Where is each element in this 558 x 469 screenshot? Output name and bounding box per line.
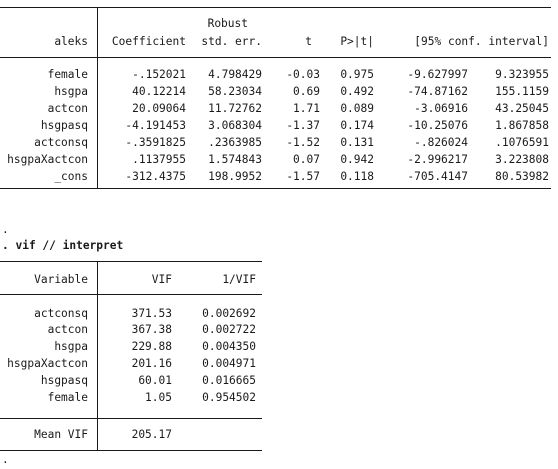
reg-ci-high: 3.223808 bbox=[495, 153, 549, 166]
reg-coef: -.152021 bbox=[132, 68, 186, 81]
reg-coef: -312.4375 bbox=[125, 170, 186, 183]
reg-header-ci: [95% conf. interval] bbox=[414, 35, 549, 48]
reg-se: 3.068304 bbox=[208, 119, 262, 132]
reg-coef: 20.09064 bbox=[132, 102, 186, 115]
vif-value: 60.01 bbox=[138, 374, 172, 387]
vif-var-name: female bbox=[47, 391, 88, 404]
vif-mean-rule bbox=[0, 418, 262, 419]
reg-t: 0.69 bbox=[293, 85, 320, 98]
vif-var-name: hsgpaXactcon bbox=[7, 357, 88, 370]
reg-header-se: std. err. bbox=[201, 35, 262, 48]
vif-var-name: actcon bbox=[47, 323, 88, 336]
reg-ci-high: 43.25045 bbox=[495, 102, 549, 115]
reg-ci-high: 155.1159 bbox=[495, 85, 549, 98]
reg-coef: -.3591825 bbox=[125, 136, 186, 149]
reg-ci-low: -705.4147 bbox=[407, 170, 468, 183]
reg-var-name: _cons bbox=[54, 170, 88, 183]
reg-p: 0.174 bbox=[340, 119, 374, 132]
reg-p: 0.089 bbox=[340, 102, 374, 115]
vif-inverse: 0.016665 bbox=[202, 374, 256, 387]
reg-se: 11.72762 bbox=[208, 102, 262, 115]
vif-header-vif: VIF bbox=[151, 273, 172, 286]
console-command: . vif // interpret bbox=[2, 239, 124, 252]
reg-t: -0.03 bbox=[286, 68, 320, 81]
reg-t: -1.37 bbox=[286, 119, 320, 132]
vif-mean-label: Mean VIF bbox=[34, 428, 88, 441]
reg-var-name: female bbox=[47, 68, 88, 81]
reg-var-name: hsgpasq bbox=[40, 119, 88, 132]
console-trailing-dot: . bbox=[2, 453, 9, 466]
reg-se: .2363985 bbox=[208, 136, 262, 149]
vif-top-rule bbox=[0, 261, 262, 262]
vif-header-rule bbox=[0, 294, 262, 295]
vif-bottom-rule bbox=[0, 450, 262, 451]
vif-value: 371.53 bbox=[131, 307, 172, 320]
reg-header-rule bbox=[0, 57, 551, 58]
reg-top-rule bbox=[0, 7, 551, 8]
reg-t: -1.57 bbox=[286, 170, 320, 183]
reg-ci-high: .1076591 bbox=[495, 136, 549, 149]
reg-header-p: P>|t| bbox=[340, 35, 374, 48]
vif-value: 229.88 bbox=[131, 340, 172, 353]
vif-inverse: 0.004350 bbox=[202, 340, 256, 353]
reg-var-name: actcon bbox=[47, 102, 88, 115]
reg-t: 1.71 bbox=[293, 102, 320, 115]
reg-coef: 40.12214 bbox=[132, 85, 186, 98]
vif-inverse: 0.002692 bbox=[202, 307, 256, 320]
vif-inverse: 0.002722 bbox=[202, 323, 256, 336]
reg-header-coef: Coefficient bbox=[111, 35, 186, 48]
reg-p: 0.492 bbox=[340, 85, 374, 98]
reg-p: 0.118 bbox=[340, 170, 374, 183]
reg-p: 0.942 bbox=[340, 153, 374, 166]
console-dot-line: . bbox=[2, 223, 9, 236]
vif-var-name: hsgpasq bbox=[40, 374, 88, 387]
reg-ci-low: -3.06916 bbox=[414, 102, 468, 115]
reg-coef: .1137955 bbox=[132, 153, 186, 166]
reg-ci-low: -9.627997 bbox=[407, 68, 468, 81]
reg-p: 0.975 bbox=[340, 68, 374, 81]
reg-bottom-rule bbox=[0, 188, 551, 189]
reg-var-name: hsgpa bbox=[54, 85, 88, 98]
reg-ci-low: -10.25076 bbox=[407, 119, 468, 132]
reg-se: 4.798429 bbox=[208, 68, 262, 81]
vif-header-inv: 1/VIF bbox=[222, 273, 256, 286]
reg-ci-high: 9.323955 bbox=[495, 68, 549, 81]
reg-se: 58.23034 bbox=[208, 85, 262, 98]
reg-header-t: t bbox=[305, 35, 312, 48]
reg-column-divider bbox=[97, 7, 98, 188]
reg-coef: -4.191453 bbox=[125, 119, 186, 132]
reg-ci-high: 1.867858 bbox=[495, 119, 549, 132]
reg-header-depvar: aleks bbox=[54, 35, 88, 48]
vif-column-divider bbox=[97, 261, 98, 450]
reg-t: 0.07 bbox=[293, 153, 320, 166]
reg-ci-low: -.826024 bbox=[414, 136, 468, 149]
reg-se: 198.9952 bbox=[208, 170, 262, 183]
vif-header-variable: Variable bbox=[34, 273, 88, 286]
reg-var-name: actconsq bbox=[34, 136, 88, 149]
vif-inverse: 0.954502 bbox=[202, 391, 256, 404]
reg-ci-high: 80.53982 bbox=[495, 170, 549, 183]
reg-header-robust: Robust bbox=[207, 17, 248, 30]
vif-value: 1.05 bbox=[145, 391, 172, 404]
reg-se: 1.574843 bbox=[208, 153, 262, 166]
vif-value: 201.16 bbox=[131, 357, 172, 370]
reg-p: 0.131 bbox=[340, 136, 374, 149]
reg-var-name: hsgpaXactcon bbox=[7, 153, 88, 166]
vif-mean-value: 205.17 bbox=[131, 428, 172, 441]
vif-var-name: actconsq bbox=[34, 307, 88, 320]
vif-var-name: hsgpa bbox=[54, 340, 88, 353]
vif-inverse: 0.004971 bbox=[202, 357, 256, 370]
vif-value: 367.38 bbox=[131, 323, 172, 336]
reg-ci-low: -2.996217 bbox=[407, 153, 468, 166]
reg-ci-low: -74.87162 bbox=[407, 85, 468, 98]
reg-t: -1.52 bbox=[286, 136, 320, 149]
